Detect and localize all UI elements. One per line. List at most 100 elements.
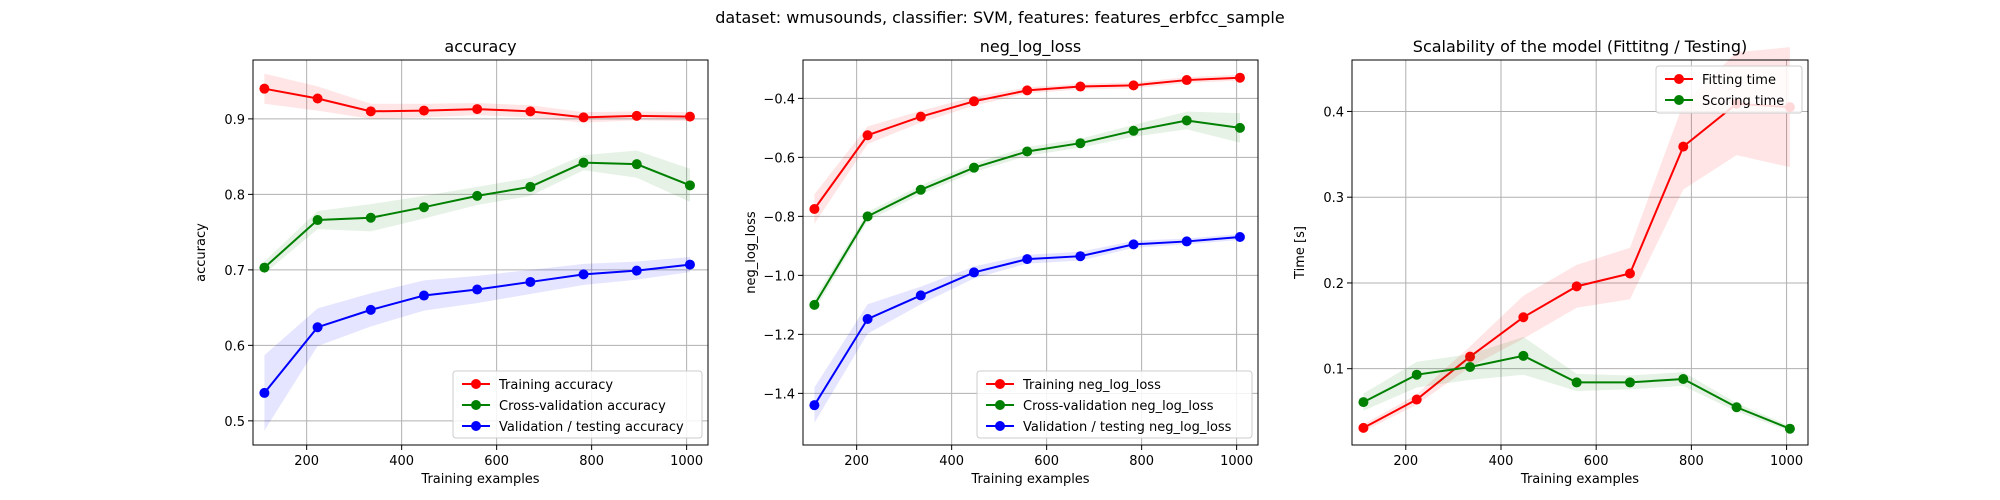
data-point	[1624, 268, 1635, 279]
data-point	[631, 265, 642, 276]
data-point	[1022, 146, 1033, 157]
y-tick-label: −1.2	[763, 328, 795, 343]
y-tick-label: −1.0	[763, 269, 795, 284]
data-point	[1624, 377, 1635, 388]
x-tick-label: 200	[844, 454, 869, 469]
data-point	[1411, 394, 1422, 405]
data-point	[525, 106, 536, 117]
data-point	[1181, 115, 1192, 126]
data-point	[1571, 377, 1582, 388]
data-point	[1518, 350, 1529, 361]
data-point	[1128, 125, 1139, 136]
data-point	[312, 93, 323, 104]
data-point	[578, 112, 589, 123]
legend-marker	[995, 379, 1005, 389]
data-point	[862, 130, 873, 141]
legend-entry: Scoring time	[1702, 94, 1784, 109]
data-point	[1465, 351, 1476, 362]
x-tick-label: 1000	[670, 454, 703, 469]
data-point	[809, 203, 820, 214]
legend-entry: Validation / testing accuracy	[499, 420, 684, 435]
data-point	[684, 259, 695, 270]
confidence-band	[264, 150, 690, 274]
x-tick-label: 600	[484, 454, 509, 469]
data-point	[968, 96, 979, 107]
data-point	[862, 314, 873, 325]
legend-marker	[995, 400, 1005, 410]
legend-entry: Cross-validation accuracy	[499, 399, 666, 414]
data-point	[578, 269, 589, 280]
data-point	[1075, 251, 1086, 262]
y-tick-label: −1.4	[763, 387, 795, 402]
data-point	[1234, 72, 1245, 83]
x-tick-label: 400	[1489, 454, 1514, 469]
x-tick-label: 200	[294, 454, 319, 469]
data-point	[1181, 75, 1192, 86]
chart-title: accuracy	[444, 37, 516, 56]
legend-entry: Training neg_log_loss	[1022, 378, 1161, 393]
series-2	[259, 257, 695, 431]
legend-marker	[995, 421, 1005, 431]
data-point	[472, 104, 483, 115]
x-axis-label: Training examples	[1520, 472, 1639, 487]
figure-suptitle: dataset: wmusounds, classifier: SVM, fea…	[715, 8, 1284, 28]
legend-box	[452, 370, 703, 439]
legend-entry: Cross-validation neg_log_loss	[1023, 399, 1214, 414]
y-tick-label: 0.3	[1323, 191, 1344, 206]
data-point	[1784, 423, 1795, 434]
data-point	[1678, 373, 1689, 384]
data-point	[472, 284, 483, 295]
y-tick-label: 0.4	[1323, 105, 1344, 120]
x-tick-label: 200	[1393, 454, 1418, 469]
series-2	[809, 232, 1245, 423]
data-point	[631, 159, 642, 170]
x-axis-label: Training examples	[970, 472, 1089, 487]
series-line	[813, 76, 1240, 210]
data-point	[684, 111, 695, 122]
axes-frame	[1351, 59, 1809, 446]
data-point	[862, 211, 873, 222]
y-tick-label: −0.4	[763, 92, 795, 107]
data-point	[525, 276, 536, 287]
data-point	[968, 162, 979, 173]
data-point	[418, 202, 429, 213]
legend-marker	[471, 421, 481, 431]
data-point	[1411, 369, 1422, 380]
data-point	[525, 181, 536, 192]
chart-title: Scalability of the model (Fittitng / Tes…	[1413, 37, 1747, 56]
chart-panel-scalability: 200 400 600 800 1000 0.1 0.2 0.3 0.4 Scalability …	[1293, 37, 1809, 487]
legend: Training neg_log_loss Cross-validation ne…	[976, 370, 1253, 439]
data-point	[1571, 281, 1582, 292]
y-axis-label: Time [s]	[1293, 226, 1308, 280]
data-point	[1022, 254, 1033, 265]
data-point	[1128, 80, 1139, 91]
data-point	[1181, 236, 1192, 247]
x-tick-label: 1000	[1220, 454, 1253, 469]
data-point	[1358, 422, 1369, 433]
chart-title: neg_log_loss	[980, 37, 1081, 57]
chart-panel-accuracy: 200 400 600 800 1000 0.5 0.6 0.7 0.8 0.9 accuracy T…	[194, 37, 709, 487]
data-point	[418, 290, 429, 301]
data-point	[365, 212, 376, 223]
data-point	[418, 105, 429, 116]
data-point	[365, 106, 376, 117]
y-tick-label: 0.6	[224, 339, 245, 354]
x-tick-label: 400	[939, 454, 964, 469]
x-tick-label: 800	[1679, 454, 1704, 469]
y-tick-label: −0.6	[763, 151, 795, 166]
confidence-band	[264, 257, 690, 431]
data-point	[809, 400, 820, 411]
series-1	[809, 111, 1245, 311]
legend: Fitting time Scoring time	[1655, 65, 1803, 114]
legend-box	[976, 370, 1253, 439]
legend-marker	[471, 379, 481, 389]
legend-entry: Validation / testing neg_log_loss	[1023, 420, 1232, 435]
data-point	[312, 215, 323, 226]
data-point	[365, 304, 376, 315]
legend-box	[1655, 65, 1803, 114]
data-point	[968, 267, 979, 278]
y-tick-label: 0.5	[224, 415, 245, 430]
data-point	[1128, 239, 1139, 250]
axes-frame	[252, 59, 709, 446]
